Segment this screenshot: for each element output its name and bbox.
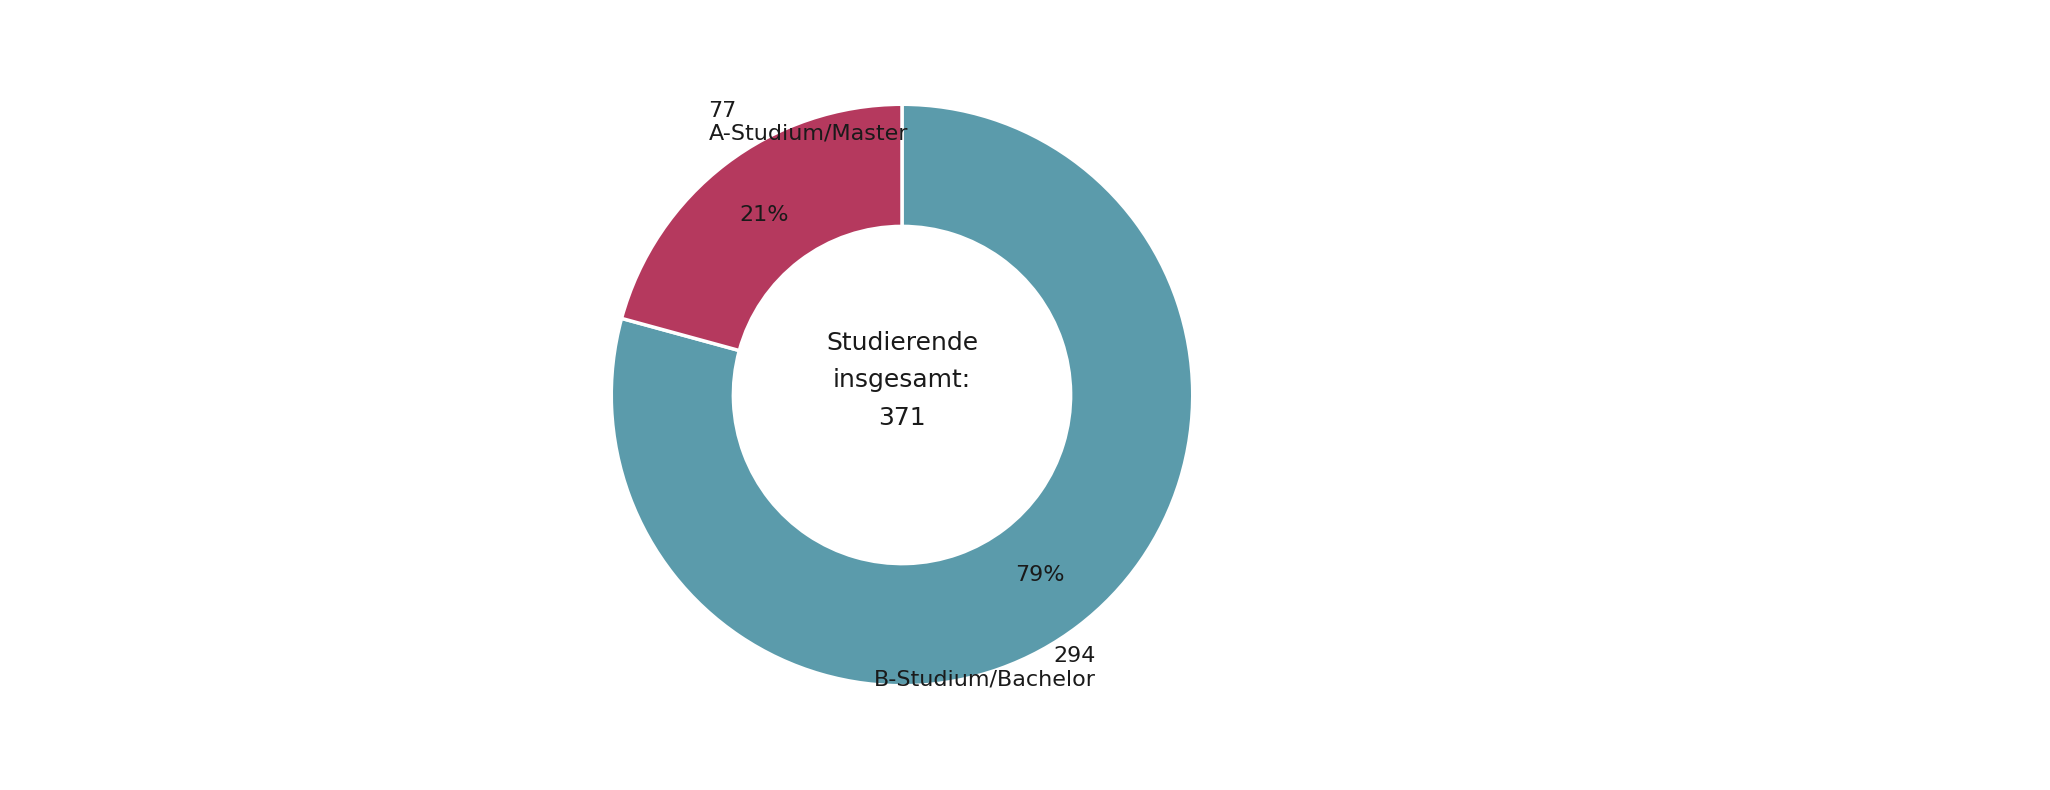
Text: 21%: 21%	[740, 205, 789, 225]
Wedge shape	[621, 104, 902, 351]
Text: 294
B-Studium/Bachelor: 294 B-Studium/Bachelor	[873, 646, 1095, 689]
Wedge shape	[611, 104, 1193, 686]
Text: Studierende
insgesamt:
371: Studierende insgesamt: 371	[826, 331, 978, 430]
Text: 77
A-Studium/Master: 77 A-Studium/Master	[709, 101, 908, 144]
Text: 79%: 79%	[1015, 565, 1064, 585]
